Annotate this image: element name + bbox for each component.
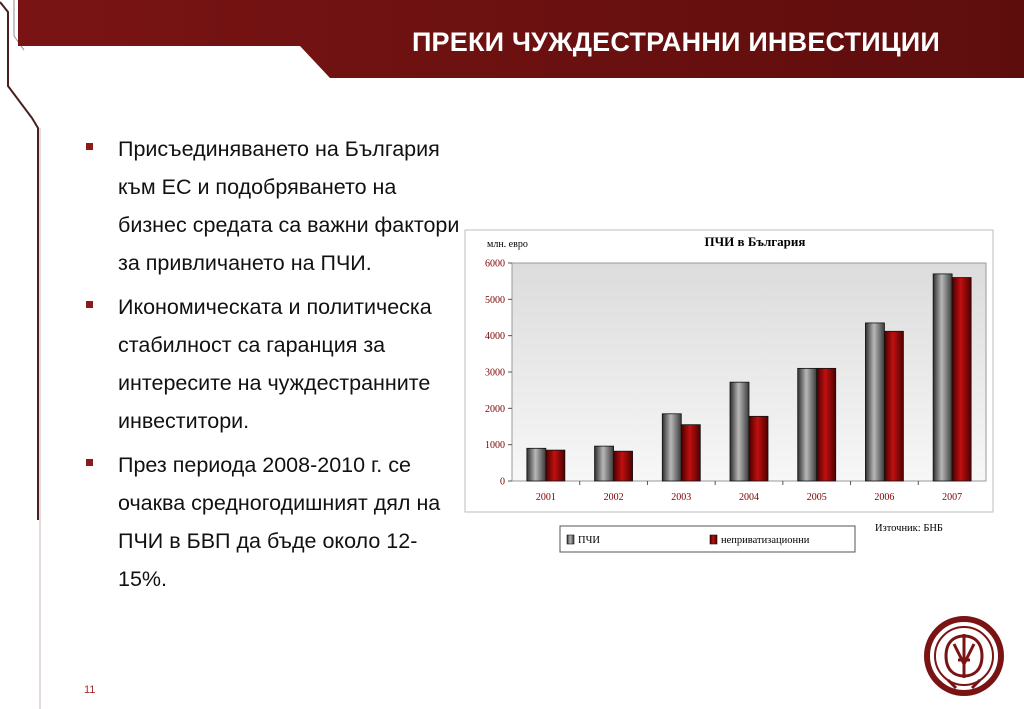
y-tick-label: 3000 [485,368,505,379]
bar-pchi-2003 [661,413,682,482]
bar-nonpriv-2007 [951,277,972,482]
legend-label: неприватизационни [721,535,810,546]
chart-svg: млн. евро ПЧИ в България 0 1000 2000 3000 40… [464,229,994,553]
y-tick-label: 5000 [485,295,505,306]
legend-box [559,525,856,553]
bullet-text: Присъединяването на България към ЕС и по… [118,137,460,275]
bar-pchi-2005 [797,367,818,482]
y-tick-label: 0 [500,477,505,488]
legend-label: ПЧИ [578,535,600,546]
bar-nonpriv-2002 [613,450,633,482]
bar-nonpriv-2006 [884,330,904,482]
page-title: ПРЕКИ ЧУЖДЕСТРАННИ ИНВЕСТИЦИИ [411,27,940,57]
bar-pchi-2002 [594,445,614,482]
page-number: 11 [84,684,96,696]
bar-nonpriv-2001 [545,449,566,482]
x-tick-label: 2001 [536,492,556,503]
decorative-lines [0,0,41,709]
legend: ПЧИ неприватизационни [559,525,856,553]
x-tick-label: 2003 [671,492,691,503]
bullet-text: През периода 2008-2010 г. се очаква сред… [118,453,441,591]
y-tick-label: 4000 [485,331,505,342]
bullet-square-icon [86,459,93,466]
bar-pchi-2007 [932,273,953,482]
x-axis: 2001 2002 2003 2004 2005 2006 2007 [536,481,962,503]
header-band [18,0,1024,78]
bullet-list: Присъединяването на България към ЕС и по… [82,130,462,604]
bar-nonpriv-2004 [748,415,769,482]
y-unit-label: млн. евро [487,239,528,250]
bar-pchi-2004 [729,381,750,482]
x-tick-label: 2005 [807,492,827,503]
x-tick-label: 2002 [604,492,624,503]
bar-pchi-2006 [865,322,885,482]
y-tick-label: 6000 [485,259,505,270]
list-item: През периода 2008-2010 г. се очаква сред… [82,446,462,598]
list-item: Присъединяването на България към ЕС и по… [82,130,462,282]
x-tick-label: 2007 [942,492,962,503]
list-item: Икономическата и политическа стабилност … [82,288,462,440]
fdi-chart: млн. евро ПЧИ в България 0 1000 2000 3000 40… [455,228,1005,568]
y-tick-label: 1000 [485,440,505,451]
bullet-square-icon [86,143,93,150]
bar-pchi-2001 [526,447,547,482]
seal-logo-icon [924,616,1004,696]
x-tick-label: 2004 [739,492,759,503]
legend-swatch [709,534,718,545]
bullet-text: Икономическата и политическа стабилност … [118,295,432,433]
bars [526,273,972,482]
bullet-square-icon [86,301,93,308]
chart-source: Източник: БНБ [875,523,943,534]
legend-swatch [566,534,575,545]
bar-nonpriv-2003 [680,424,701,482]
x-tick-label: 2006 [874,492,894,503]
y-tick-label: 2000 [485,404,505,415]
y-axis: 0 1000 2000 3000 4000 5000 6000 [485,259,512,488]
bar-nonpriv-2005 [816,367,837,482]
chart-title: ПЧИ в България [705,234,806,249]
